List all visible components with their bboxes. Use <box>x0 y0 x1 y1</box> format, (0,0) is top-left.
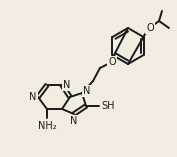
Text: O: O <box>108 57 116 67</box>
Text: SH: SH <box>101 101 115 111</box>
Text: NH₂: NH₂ <box>38 121 56 131</box>
Text: O: O <box>146 23 154 33</box>
Text: N: N <box>83 86 91 96</box>
Text: N: N <box>29 92 37 102</box>
Text: N: N <box>63 80 71 90</box>
Text: N: N <box>70 116 78 126</box>
